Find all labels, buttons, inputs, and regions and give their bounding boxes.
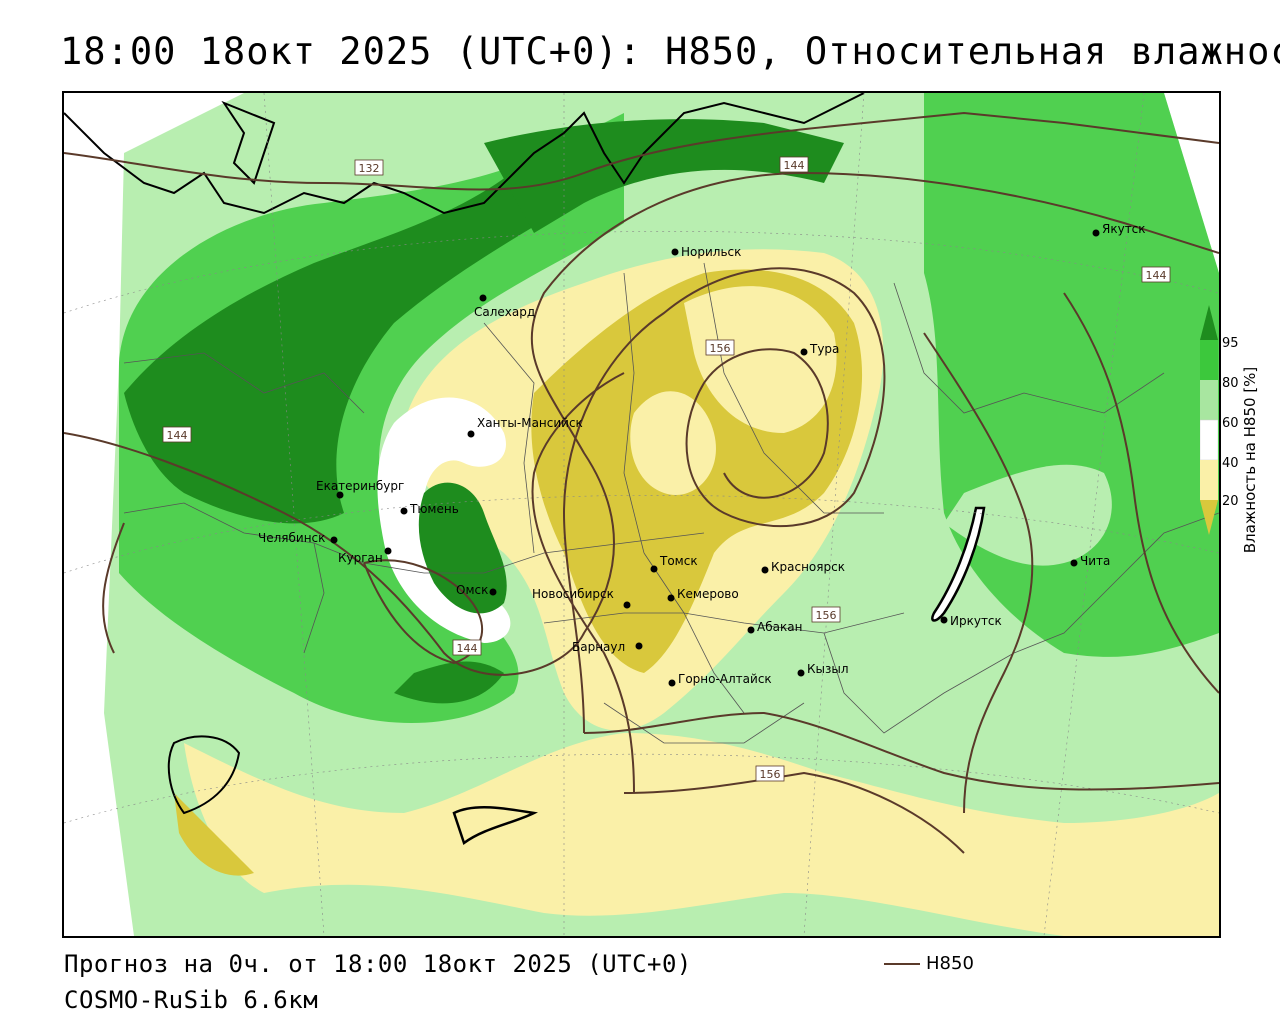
city-khanty-mansiysk: Ханты-Мансийск [467,416,583,438]
h850-isolines [64,111,1219,854]
coastline [64,93,865,215]
city-gorno-altaysk: Горно-Алтайск [668,672,772,687]
isoline-label: 132 [359,162,380,175]
isoline-label: 144 [167,429,188,442]
model-name: COSMO-RuSib 6.6км [64,986,319,1014]
city-norilsk: Норильск [671,245,741,259]
city-tura: Тура [800,342,839,356]
svg-text:Ханты-Мансийск: Ханты-Мансийск [477,416,583,430]
city-abakan: Абакан [747,620,802,634]
svg-text:Кемерово: Кемерово [677,587,739,601]
svg-text:Красноярск: Красноярск [771,560,845,574]
legend-line-label: H850 [926,953,974,974]
city-yakutsk: Якутск [1092,222,1146,237]
map-panel: 132 144 144 144 144 156 156 156 Норильск… [62,91,1221,938]
forecast-info: Прогноз на 0ч. от 18:00 18окт 2025 (UTC+… [64,950,692,978]
isoline-labels: 132 144 144 144 144 156 156 156 [162,156,1171,782]
svg-text:Норильск: Норильск [681,245,741,259]
svg-text:Томск: Томск [659,554,698,568]
city-chita: Чита [1070,554,1110,568]
isoline-132 [64,111,1219,191]
city-irkutsk: Иркутск [940,614,1002,628]
humidity-95-west [124,123,604,524]
humidity-80-95-west [119,113,624,723]
lake-baikal [931,506,986,622]
svg-text:Иркутск: Иркутск [950,614,1002,628]
svg-text:Барнаул: Барнаул [572,640,625,654]
city-salekhard: Салехард [474,294,535,319]
city-omsk: Омск [456,583,497,597]
legend-line-swatch [884,962,920,965]
isoline-label: 156 [816,609,837,622]
city-novosibirsk: Новосибирск [532,587,631,609]
legend-h850: H850 [884,953,974,974]
isoline-label: 144 [457,642,478,655]
svg-text:Горно-Алтайск: Горно-Алтайск [678,672,772,686]
isoline-label: 144 [784,159,805,172]
svg-text:Якутск: Якутск [1102,222,1146,236]
colorbar-tick-95: 95 [1222,336,1239,351]
isoline-label: 156 [760,768,781,781]
colorbar-tick-80: 80 [1222,376,1239,391]
isoline-156 [562,267,886,734]
svg-text:Салехард: Салехард [474,305,535,319]
city-yekaterinburg: Екатеринбург [316,479,404,499]
svg-text:Кызыл: Кызыл [807,662,849,676]
city-kurgan: Курган [338,547,392,565]
svg-text:Абакан: Абакан [757,620,802,634]
map-title: 18:00 18окт 2025 (UTC+0): H850, Относите… [60,30,1280,73]
admin-boundaries [123,262,1219,744]
city-barnaul: Барнаул [572,640,643,654]
colorbar-tick-60: 60 [1222,416,1239,431]
city-markers: Норильск Якутск Салехард Тура Ханты-Манс… [258,222,1146,687]
isoline-label: 144 [1146,269,1167,282]
city-kyzyl: Кызыл [797,662,849,677]
map-canvas: 132 144 144 144 144 156 156 156 Норильск… [64,93,1219,936]
svg-text:Челябинск: Челябинск [258,531,325,545]
city-tomsk: Томск [650,554,698,573]
isoline-label: 156 [710,342,731,355]
svg-text:Омск: Омск [456,583,488,597]
svg-text:Чита: Чита [1080,554,1110,568]
colorbar-tick-40: 40 [1222,456,1239,471]
aral-sea [167,735,241,815]
svg-text:Тура: Тура [809,342,839,356]
colorbar-label: Влажность на H850 [%] [1241,366,1259,554]
city-chelyabinsk: Челябинск [258,531,338,545]
city-tyumen: Тюмень [400,502,459,516]
svg-text:Курган: Курган [338,551,383,565]
humidity-colorbar [1200,305,1218,535]
city-kemerovo: Кемерово [667,587,739,602]
svg-text:Новосибирск: Новосибирск [532,587,614,601]
svg-text:Тюмень: Тюмень [409,502,459,516]
humidity-95-north [484,119,844,233]
colorbar-tick-20: 20 [1222,494,1239,509]
city-krasnoyarsk: Красноярск [761,560,845,574]
lake-balkhash [452,805,538,846]
humidity-20-40-south [184,733,1219,936]
isoline-144 [64,171,1219,676]
svg-text:Екатеринбург: Екатеринбург [316,479,404,493]
